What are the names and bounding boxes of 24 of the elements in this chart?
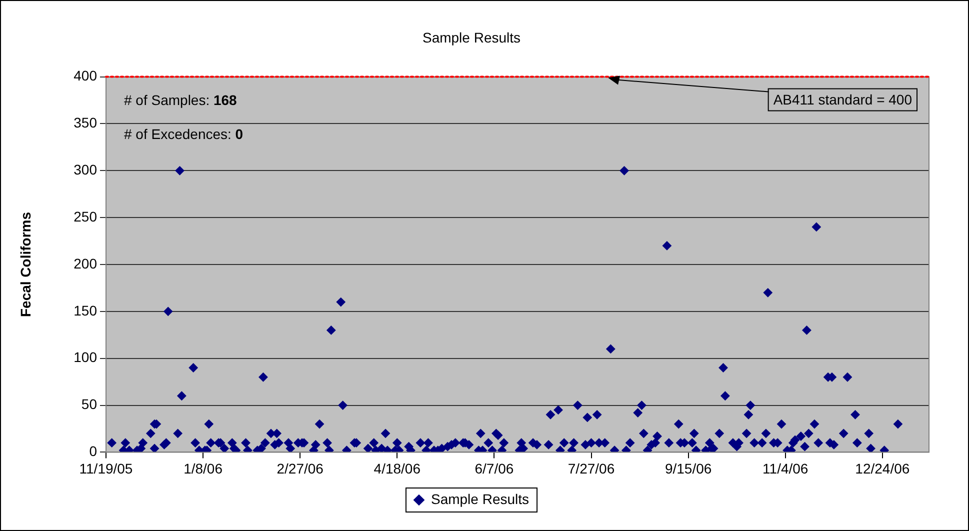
x-tick-label: 4/18/06: [374, 460, 421, 476]
x-tick-label: 11/4/06: [762, 460, 808, 476]
legend-label: Sample Results: [430, 490, 530, 507]
y-tick-label: 150: [74, 302, 98, 318]
x-tick-label: 7/27/06: [568, 460, 615, 476]
y-tick-label: 0: [89, 443, 98, 460]
y-tick-label: 100: [74, 349, 98, 366]
x-tick-label: 1/8/06: [184, 460, 223, 476]
y-axis-title: Fecal Coliforms: [17, 212, 34, 318]
y-tick-label: 50: [81, 396, 98, 412]
y-tick-label: 200: [74, 255, 98, 272]
x-tick-label: 6/7/06: [474, 460, 514, 476]
annotation: # of Excedences: 0: [124, 126, 244, 142]
x-tick-label: 12/24/06: [855, 460, 910, 476]
x-tick-label: 11/19/05: [79, 460, 133, 476]
x-tick-label: 2/27/06: [276, 460, 324, 476]
y-tick-label: 300: [74, 162, 98, 178]
annotation: # of Samples: 168: [124, 92, 238, 108]
ref-line-label: AB411 standard = 400: [773, 92, 912, 108]
chart-title: Sample Results: [422, 29, 521, 46]
y-tick-label: 250: [74, 208, 98, 224]
x-tick-label: 9/15/06: [664, 460, 712, 476]
y-tick-label: 400: [74, 68, 98, 84]
y-tick-label: 350: [74, 114, 98, 131]
